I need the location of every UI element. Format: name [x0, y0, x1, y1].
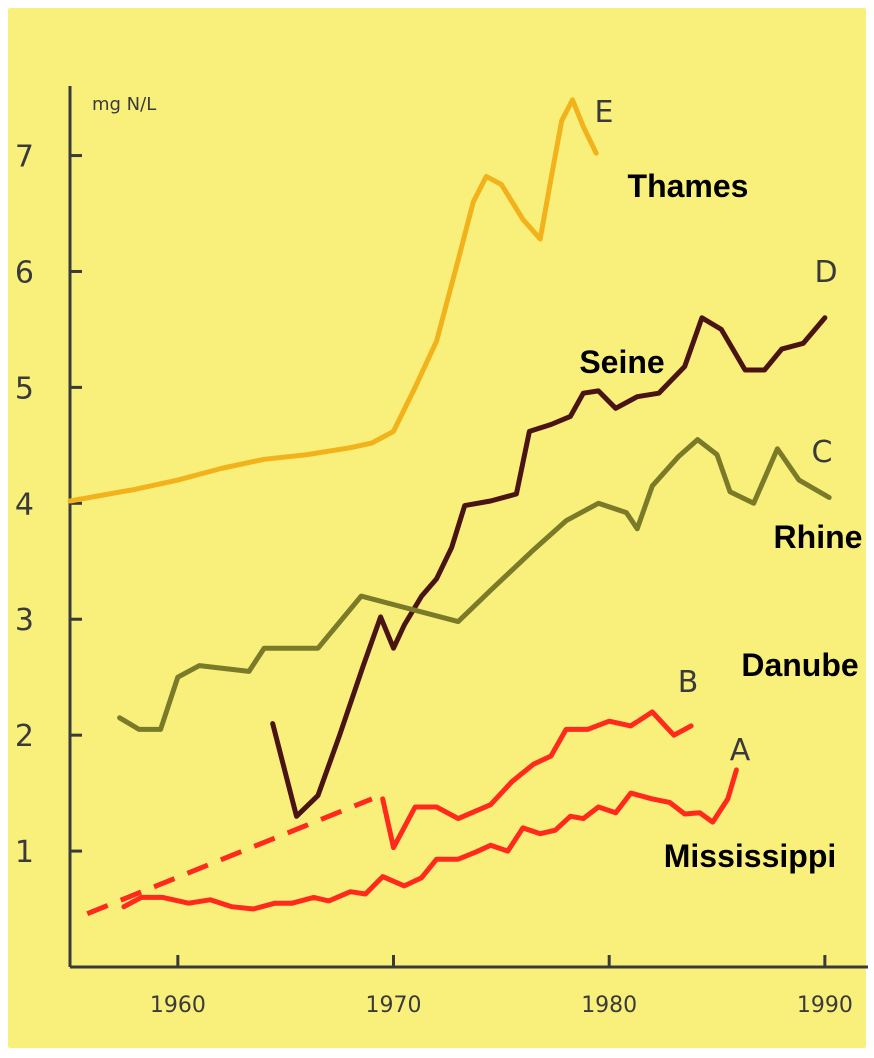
river-label-seine: Seine	[579, 344, 664, 380]
series-letter-rhine: C	[812, 435, 833, 470]
series-lines-group	[67, 97, 832, 917]
y-tick-label: 1	[15, 835, 34, 870]
series-line-danube-estimate	[86, 796, 373, 917]
y-tick-label: 7	[15, 140, 34, 175]
y-tick-label: 2	[15, 719, 34, 754]
x-tick-label: 1970	[366, 993, 422, 1018]
y-tick-label: 6	[15, 255, 34, 290]
y-tick-label: 4	[15, 487, 34, 522]
series-line-thames	[67, 97, 599, 504]
series-line-danube	[380, 709, 694, 851]
y-tick-label: 5	[15, 371, 34, 406]
y-tick-label: 3	[15, 603, 34, 638]
river-label-mississippi: Mississippi	[664, 838, 837, 874]
series-line-seine	[270, 315, 828, 819]
chart-panel	[8, 8, 866, 1048]
x-tick-label: 1980	[581, 993, 637, 1018]
x-tick-label: 1960	[150, 993, 206, 1018]
x-tick-label: 1990	[797, 993, 853, 1018]
series-letter-danube: B	[678, 665, 699, 700]
series-letter-mississippi: A	[730, 733, 751, 768]
river-label-danube: Danube	[741, 647, 858, 683]
series-letter-thames: E	[595, 95, 614, 130]
series-line-rhine	[117, 437, 832, 732]
y-axis-unit-label: mg N/L	[92, 94, 156, 115]
river-label-thames: Thames	[628, 168, 749, 204]
labels-group: E D C BA Thames Seine Rhine Danube Mississippi	[579, 95, 862, 874]
series-line-mississippi	[121, 767, 739, 912]
axes-group: 1 2 3 4 5 6 7 1960 1970 1980 1990 mg N/L	[15, 86, 868, 1018]
river-label-rhine: Rhine	[774, 519, 863, 555]
series-letter-seine: D	[814, 255, 837, 290]
